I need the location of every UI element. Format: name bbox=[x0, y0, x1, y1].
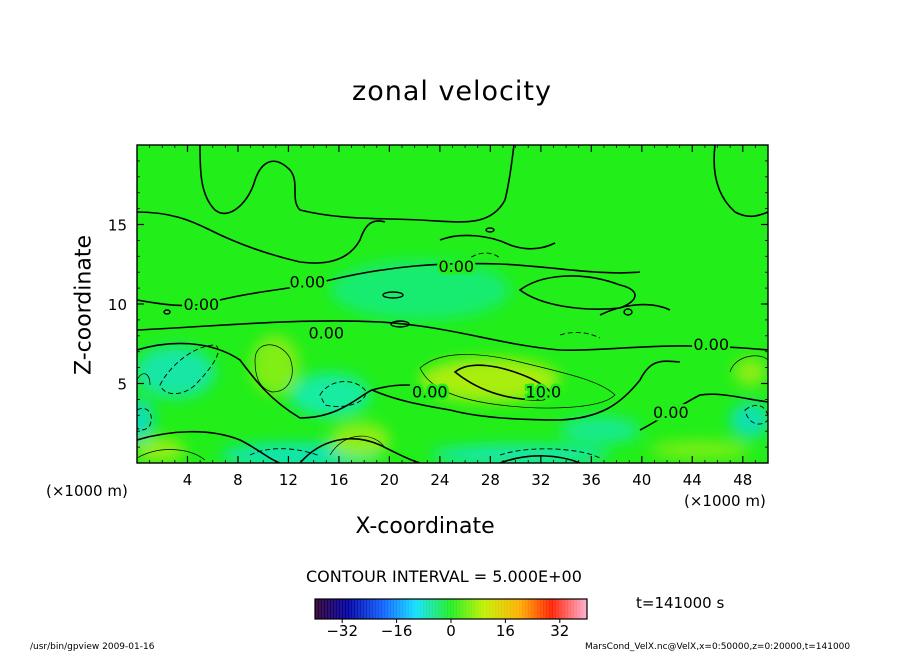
x-axis: 4 8 12 16 20 24 28 32 36 40 44 48 bbox=[149, 145, 756, 489]
contour-label: 0.00 bbox=[184, 295, 220, 314]
time-label: t=141000 s bbox=[636, 594, 725, 612]
x-axis-label: X-coordinate bbox=[355, 514, 495, 539]
x-tick-label: 40 bbox=[632, 471, 651, 489]
colorbar-tick-label: 16 bbox=[495, 622, 515, 640]
y-tick-label: 5 bbox=[117, 376, 127, 394]
x-tick-label: 16 bbox=[329, 471, 348, 489]
colorbar-tick-label: −16 bbox=[380, 622, 413, 640]
contour-label: 0.00 bbox=[290, 273, 326, 292]
x-tick-label: 48 bbox=[733, 471, 752, 489]
contour-label: 0.00 bbox=[412, 382, 448, 401]
footer-right: MarsCond_VelX.nc@VelX,x=0:50000,z=0:2000… bbox=[585, 642, 851, 652]
contour-interval-label: CONTOUR INTERVAL = 5.000E+00 bbox=[306, 567, 582, 586]
x-tick-label: 4 bbox=[183, 471, 193, 489]
x-unit-label-left: (×1000 m) bbox=[46, 482, 128, 500]
y-tick-label: 10 bbox=[108, 296, 127, 314]
x-tick-label: 44 bbox=[683, 471, 702, 489]
contour-label: 10.0 bbox=[526, 382, 562, 401]
colorbar-ticks bbox=[341, 619, 561, 623]
contour-label: 0.00 bbox=[308, 324, 344, 343]
colorbar bbox=[315, 599, 587, 619]
x-tick-label: 24 bbox=[430, 471, 449, 489]
chart-title: zonal velocity bbox=[352, 76, 552, 107]
colorbar-tick-label: −32 bbox=[326, 622, 359, 640]
colorbar-stripes bbox=[316, 599, 585, 619]
x-tick-label: 28 bbox=[481, 471, 500, 489]
x-tick-label: 36 bbox=[582, 471, 601, 489]
colorbar-tick-label: 0 bbox=[446, 622, 456, 640]
contour-label: 0.00 bbox=[693, 335, 729, 354]
footer-left: /usr/bin/gpview 2009-01-16 bbox=[30, 642, 155, 652]
x-unit-label-right: (×1000 m) bbox=[684, 492, 766, 510]
heatmap-field bbox=[137, 145, 768, 463]
contour-label: 0.00 bbox=[653, 403, 689, 422]
x-tick-label: 20 bbox=[380, 471, 399, 489]
x-tick-label: 32 bbox=[531, 471, 550, 489]
colorbar-tick-label: 32 bbox=[550, 622, 570, 640]
y-axis: 5 10 15 bbox=[108, 160, 768, 448]
x-tick-label: 12 bbox=[279, 471, 298, 489]
contour-labels: 0.00 0.00 0.00 0.00 0.00 10.0 0.00 0.00 bbox=[181, 254, 731, 424]
x-tick-label: 8 bbox=[233, 471, 243, 489]
y-axis-label: Z-coordinate bbox=[71, 235, 97, 375]
y-tick-label: 15 bbox=[108, 217, 127, 235]
contour-label: 0.00 bbox=[438, 257, 474, 276]
contour-lines bbox=[137, 145, 768, 463]
